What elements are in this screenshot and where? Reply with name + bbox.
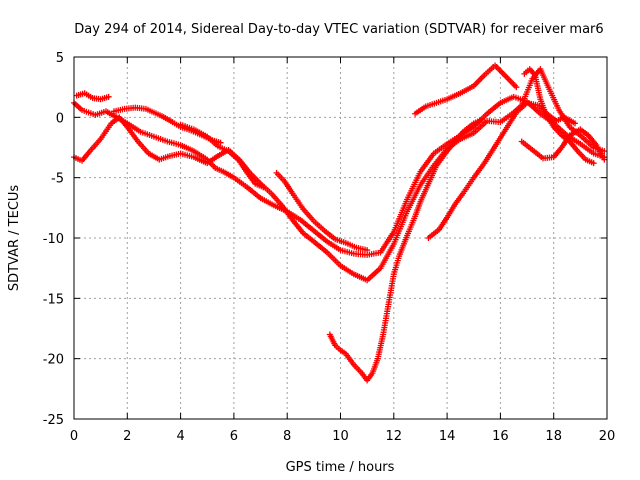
- x-tick-label: 6: [230, 429, 238, 444]
- series-track-11: [521, 66, 597, 167]
- data-point: [105, 93, 112, 100]
- data-point: [364, 247, 371, 254]
- x-tick-label: 10: [332, 429, 349, 444]
- data-points: [71, 62, 608, 384]
- series-track-6: [273, 169, 371, 254]
- series-track-3: [73, 90, 112, 103]
- series-track-9: [425, 99, 579, 241]
- x-tick-label: 0: [70, 429, 78, 444]
- data-point: [513, 84, 520, 91]
- plot-frame: [73, 56, 608, 420]
- data-point: [601, 156, 608, 163]
- x-tick-label: 4: [176, 429, 184, 444]
- y-tick-label: -25: [43, 413, 64, 428]
- chart-title: Day 294 of 2014, Sidereal Day-to-day VTE…: [74, 22, 603, 37]
- series-track-5: [177, 121, 267, 191]
- y-tick-label: -10: [43, 232, 64, 247]
- x-tick-label: 20: [599, 429, 616, 444]
- series-track-8: [412, 62, 520, 117]
- x-tick-label: 14: [439, 429, 456, 444]
- x-axis-label: GPS time / hours: [286, 460, 395, 475]
- x-tick-label: 16: [492, 429, 509, 444]
- data-point: [590, 160, 597, 167]
- y-tick-label: -15: [43, 292, 64, 307]
- data-point: [478, 116, 485, 123]
- series-track-1: [71, 93, 608, 258]
- y-tick-label: 0: [56, 111, 64, 126]
- series-track-7: [326, 116, 485, 384]
- data-point: [572, 120, 579, 127]
- y-tick-label: 5: [56, 51, 64, 66]
- y-tick-label: -5: [51, 172, 64, 187]
- x-tick-label: 8: [283, 429, 291, 444]
- x-tick-label: 12: [386, 429, 403, 444]
- x-tick-label: 2: [123, 429, 131, 444]
- data-point: [260, 184, 267, 191]
- series-track-10: [518, 126, 608, 163]
- y-axis-label: SDTVAR / TECUs: [7, 185, 22, 292]
- y-tick-label: -20: [43, 353, 64, 368]
- x-tick-label: 18: [545, 429, 562, 444]
